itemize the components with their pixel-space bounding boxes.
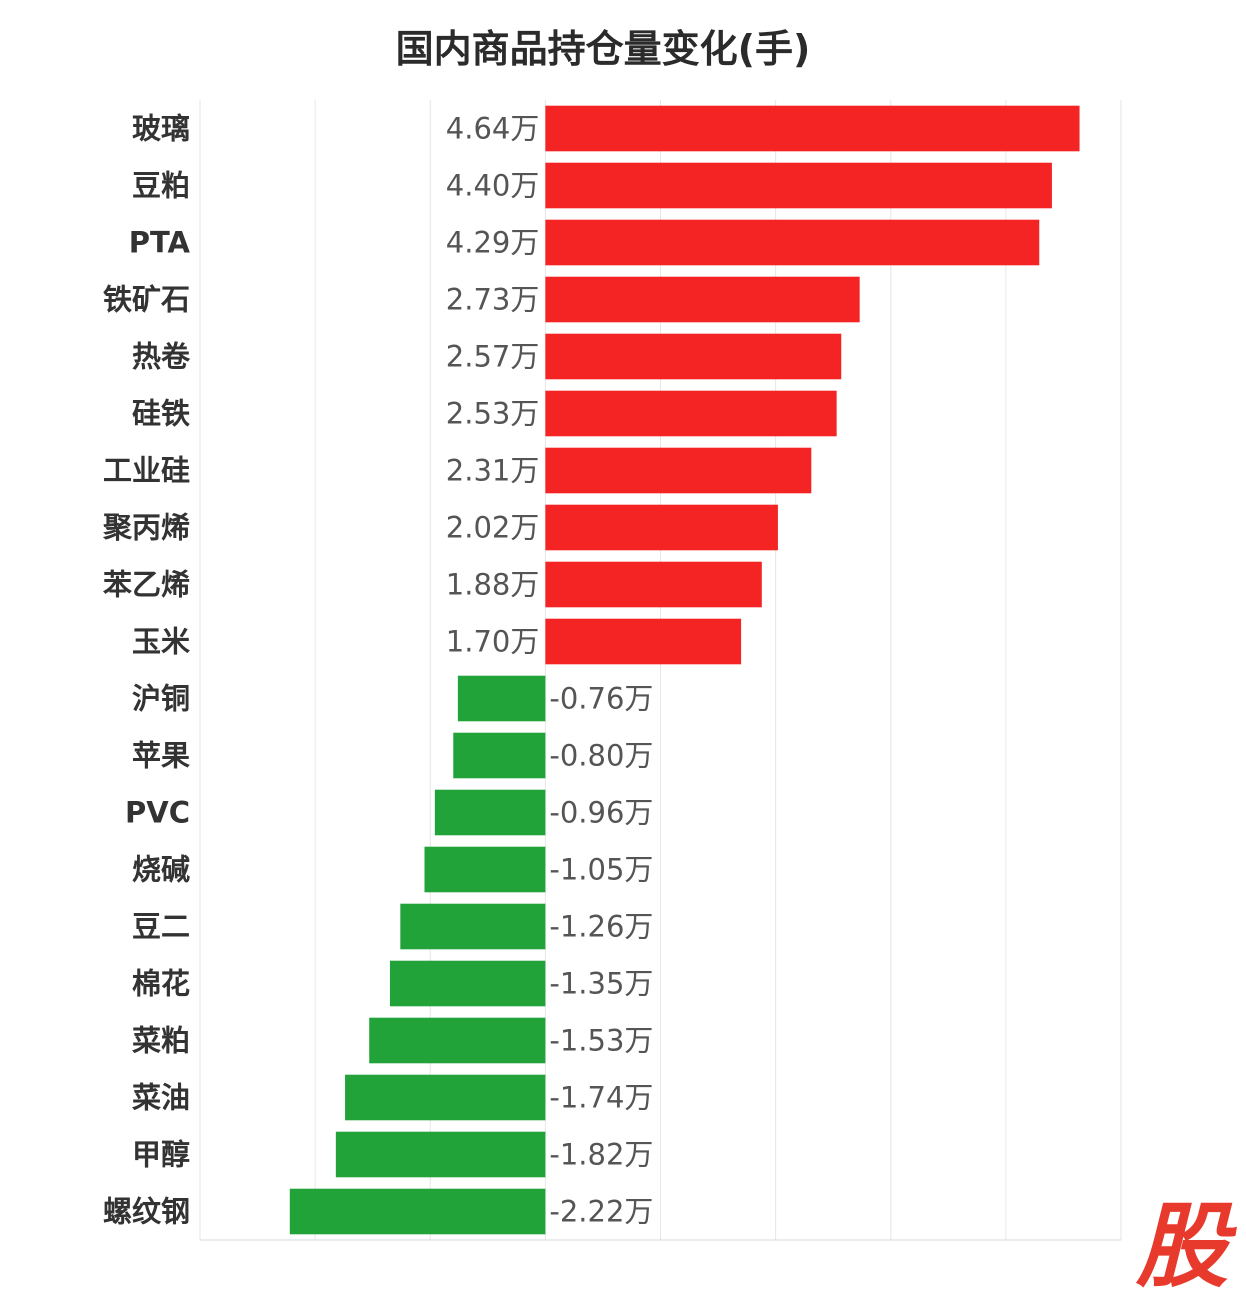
value-label-0: 4.64万 [446,112,540,146]
bar-13 [424,846,546,893]
value-label-1: 4.40万 [446,169,540,203]
watermark-logo: 股 [1135,1193,1237,1300]
value-label-17: -1.74万 [549,1081,653,1115]
bar-8 [545,561,762,608]
category-label-18: 甲醇 [132,1138,190,1172]
value-label-7: 2.02万 [446,511,540,545]
bars [289,105,1080,1235]
bar-1 [545,162,1052,209]
value-label-5: 2.53万 [446,397,540,431]
chart-title: 国内商品持仓量变化(手) [396,27,811,71]
bar-17 [345,1074,546,1121]
category-label-16: 菜粕 [132,1024,190,1058]
value-label-6: 2.31万 [446,454,540,488]
category-label-15: 棉花 [132,967,190,1001]
value-label-19: -2.22万 [549,1195,653,1229]
bar-10 [457,675,546,722]
value-label-9: 1.70万 [446,625,540,659]
bar-4 [545,333,842,380]
category-label-4: 热卷 [132,340,191,374]
value-label-14: -1.26万 [549,910,653,944]
category-label-0: 玻璃 [132,112,190,146]
value-label-11: -0.80万 [549,739,653,773]
value-label-13: -1.05万 [549,853,653,887]
category-label-12: PVC [125,796,190,830]
value-label-18: -1.82万 [549,1138,653,1172]
value-label-2: 4.29万 [446,226,540,260]
bar-14 [400,903,546,950]
category-label-2: PTA [129,226,191,260]
category-label-8: 苯乙烯 [103,568,190,602]
value-label-15: -1.35万 [549,967,653,1001]
bar-0 [545,105,1080,152]
bar-2 [545,219,1040,266]
category-label-1: 豆粕 [132,169,190,203]
bar-5 [545,390,837,437]
bar-6 [545,447,812,494]
bar-11 [453,732,546,779]
bar-12 [434,789,546,836]
category-label-10: 沪铜 [132,682,190,716]
category-label-19: 螺纹钢 [103,1195,190,1229]
value-label-4: 2.57万 [446,340,540,374]
value-label-16: -1.53万 [549,1024,653,1058]
bar-18 [335,1131,546,1178]
value-label-8: 1.88万 [446,568,540,602]
category-label-6: 工业硅 [103,454,190,488]
value-label-12: -0.96万 [549,796,653,830]
category-label-14: 豆二 [132,910,190,944]
category-label-11: 苹果 [132,739,190,773]
bar-9 [545,618,742,665]
bar-16 [369,1017,546,1064]
gridlines [199,100,1122,1241]
value-labels: 4.64万 4.40万 4.29万 2.73万 2.57万 2.53万 2.31万 2.02万… [446,112,654,1229]
category-label-3: 铁矿石 [103,283,190,317]
value-label-3: 2.73万 [446,283,540,317]
category-label-5: 硅铁 [132,397,190,431]
bar-19 [289,1188,546,1235]
category-label-7: 聚丙烯 [102,511,190,545]
bar-3 [545,276,860,323]
category-label-17: 菜油 [132,1081,190,1115]
value-label-10: -0.76万 [549,682,653,716]
bar-15 [389,960,546,1007]
category-label-9: 玉米 [132,625,190,659]
bar-7 [545,504,778,551]
category-label-13: 烧碱 [132,853,190,887]
